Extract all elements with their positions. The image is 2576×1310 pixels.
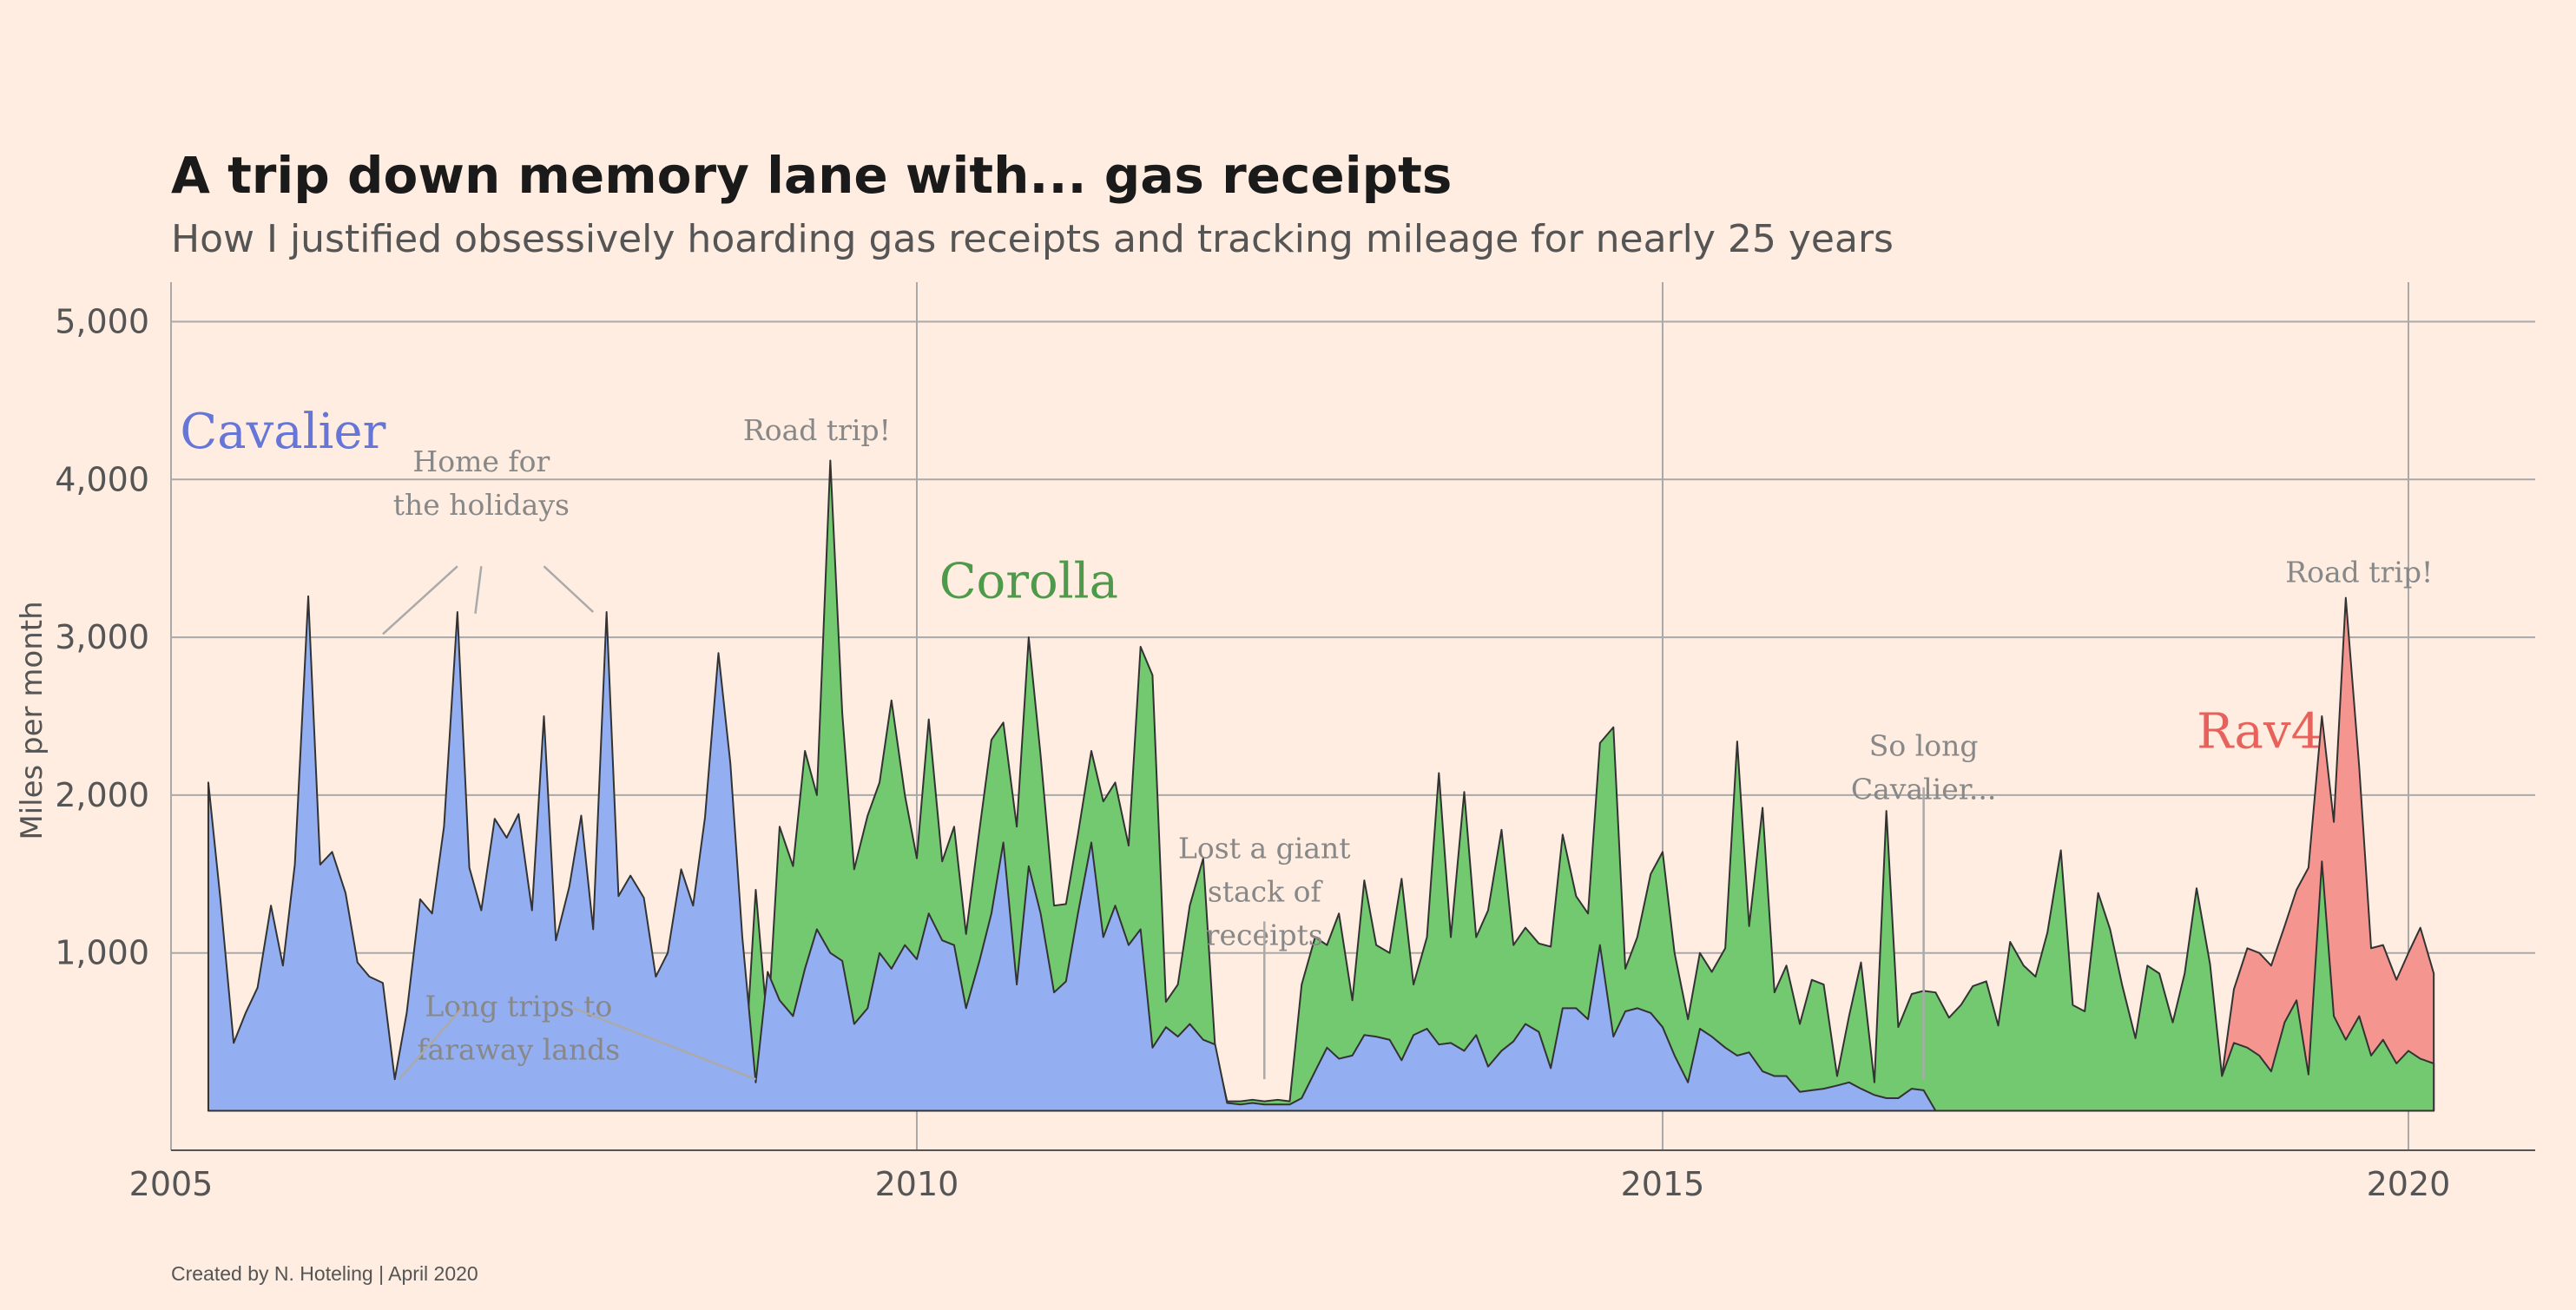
gridlines (170, 282, 2535, 1150)
x-tick-label-2005: 2005 (129, 1165, 214, 1203)
annotation-2-leader-1 (573, 1007, 756, 1081)
cavalier-area (207, 595, 1950, 1112)
x-tick-label-2020: 2020 (2367, 1165, 2451, 1203)
annotation-2-line-0: Long trips to (425, 989, 612, 1023)
y-tick-label-4,000: 4,000 (55, 460, 149, 498)
chart-title: A trip down memory lane with... gas rece… (171, 146, 1452, 205)
caption: Created by N. Hoteling | April 2020 (171, 1262, 478, 1285)
corolla-area (741, 459, 2435, 1112)
annotation-5-line-0: Road trip! (2285, 555, 2433, 589)
annotation-0-leader-2 (543, 565, 595, 613)
axes: 2005 2010 2015 2020 1,000 2,000 3,000 4,000 5,00… (55, 302, 2535, 1203)
annotation-0-line-0: Home for (412, 444, 550, 478)
series-label-corolla: Corolla (939, 554, 1118, 610)
series-label-cavalier: Cavalier (180, 404, 385, 460)
annotation-1-line-0: Road trip! (743, 413, 891, 447)
y-tick-label-2,000: 2,000 (55, 776, 149, 814)
y-tick-label-3,000: 3,000 (55, 618, 149, 656)
annotation-3-line-0: Lost a giant (1178, 832, 1351, 866)
annotation-0-line-1: the holidays (393, 488, 570, 522)
annotation-4-line-0: So long (1869, 728, 1979, 762)
series-label-rav4: Rav4 (2197, 703, 2322, 760)
chart-subtitle: How I justified obsessively hoarding gas… (171, 217, 1894, 261)
x-tick-label-2010: 2010 (875, 1165, 959, 1203)
annotation-2-line-1: faraway lands (417, 1032, 620, 1066)
annotations: Cavalier Corolla Rav4 Home for the holidays R… (180, 404, 2433, 1081)
y-tick-label-1,000: 1,000 (55, 934, 149, 972)
annotation-3-line-1: stack of (1208, 875, 1324, 909)
area-series (207, 459, 2435, 1112)
rav4-area (2221, 596, 2435, 1112)
x-tick-label-2015: 2015 (1621, 1165, 1705, 1203)
y-tick-label-5,000: 5,000 (55, 302, 149, 340)
y-axis-label: Miles per month (15, 601, 49, 839)
annotation-0-leader-1 (474, 566, 483, 614)
annotation-0-leader-0 (382, 565, 458, 635)
annotation-2-leader-0 (398, 1007, 463, 1081)
